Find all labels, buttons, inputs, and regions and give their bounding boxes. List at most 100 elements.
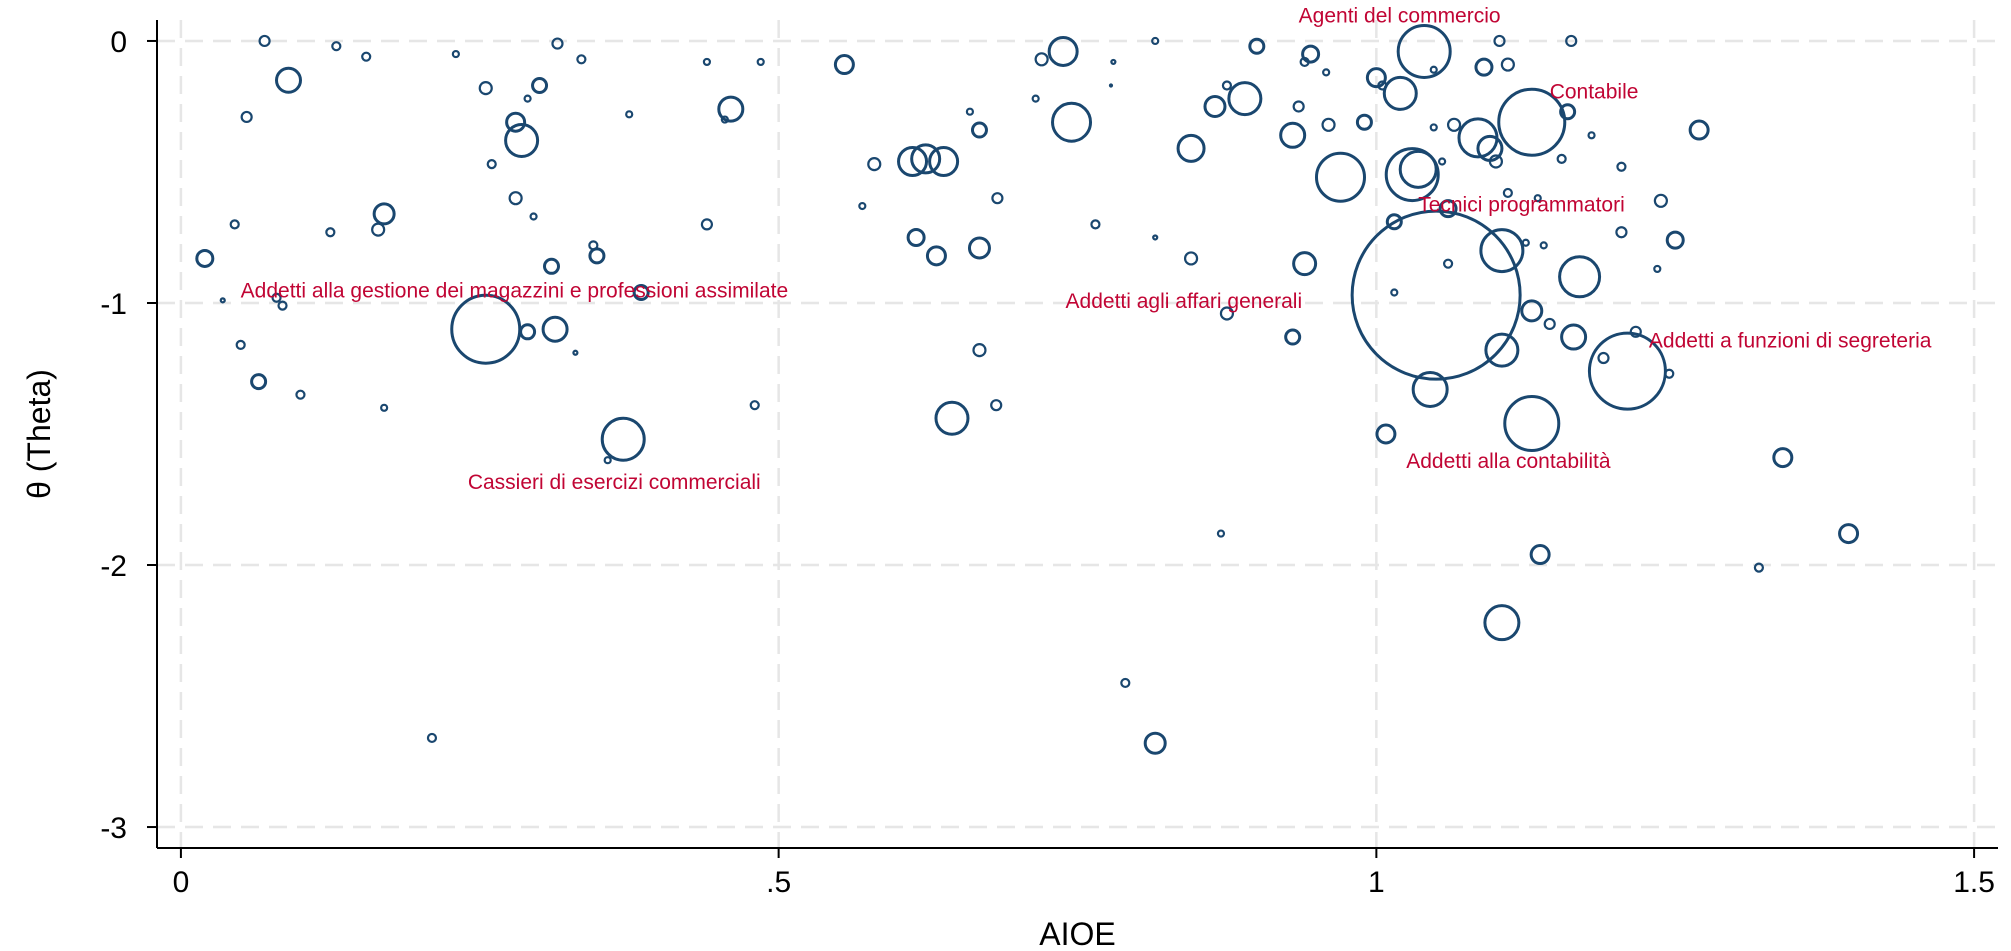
- data-point: [1556, 153, 1567, 164]
- grid-lines: [157, 20, 1998, 848]
- data-point: [1688, 119, 1710, 141]
- data-point: [295, 389, 306, 400]
- data-point: [1031, 94, 1040, 103]
- data-point: [1629, 325, 1642, 338]
- data-point: [1315, 151, 1366, 203]
- data-point: [1500, 57, 1515, 72]
- data-points: [195, 23, 1860, 755]
- x-tick-label: .5: [766, 866, 791, 899]
- data-point: [478, 81, 493, 96]
- axes: 0 .5 1 1.5 0 -1 -2 -3: [100, 20, 1998, 899]
- data-point: [275, 66, 302, 94]
- data-point: [1151, 36, 1160, 46]
- data-point: [1227, 81, 1263, 117]
- data-point: [1120, 677, 1131, 689]
- data-point: [229, 219, 240, 230]
- data-point: [1382, 75, 1418, 111]
- data-point: [910, 143, 942, 175]
- data-point: [1216, 529, 1226, 538]
- data-point: [543, 257, 560, 275]
- data-point: [625, 110, 634, 119]
- data-point: [371, 222, 386, 237]
- data-point: [372, 202, 396, 226]
- data-point: [1533, 194, 1542, 203]
- data-point: [519, 323, 537, 341]
- data-point: [897, 145, 929, 177]
- data-point: [451, 49, 460, 59]
- data-point: [1521, 238, 1530, 247]
- data-point: [250, 373, 268, 391]
- point-annotation: Addetti alla gestione dei magazzini e pr…: [241, 280, 788, 303]
- data-point: [277, 300, 288, 311]
- point-annotation: Contabile: [1550, 81, 1639, 104]
- data-point: [1110, 58, 1117, 66]
- y-axis-title: θ (Theta): [21, 369, 57, 499]
- data-point: [588, 240, 599, 251]
- data-point: [1488, 154, 1504, 169]
- y-tick-label: -3: [100, 812, 127, 845]
- x-tick-label: 1: [1368, 866, 1385, 899]
- data-point: [1597, 351, 1610, 365]
- data-point: [1446, 117, 1462, 132]
- point-annotation: Tecnici programmatori: [1418, 193, 1625, 216]
- data-point: [1665, 230, 1685, 250]
- data-point: [1411, 370, 1449, 408]
- data-point: [970, 121, 988, 139]
- data-point: [749, 400, 760, 411]
- data-point: [1503, 395, 1561, 453]
- data-point: [1355, 113, 1373, 131]
- data-point: [380, 403, 389, 412]
- data-point: [1284, 328, 1302, 346]
- data-point: [1616, 161, 1627, 172]
- data-point: [1322, 68, 1331, 77]
- data-point: [717, 95, 745, 123]
- data-point: [967, 236, 991, 260]
- data-point: [1483, 604, 1521, 642]
- data-point: [1753, 562, 1765, 573]
- data-point: [1558, 255, 1602, 299]
- data-point: [756, 57, 765, 67]
- data-point: [531, 77, 549, 95]
- data-point: [258, 34, 271, 48]
- data-point: [551, 37, 564, 50]
- data-point: [925, 245, 947, 267]
- data-point: [1176, 133, 1206, 163]
- data-point: [1429, 123, 1438, 132]
- annotations: Agenti del commercio Contabile Tecnici pro…: [241, 5, 1932, 494]
- data-point: [450, 293, 522, 365]
- data-point: [235, 339, 246, 351]
- data-point: [240, 110, 253, 124]
- point-annotation: Addetti a funzioni di segreteria: [1649, 330, 1932, 353]
- data-point: [1248, 37, 1266, 55]
- data-point: [1377, 80, 1388, 91]
- data-point: [1279, 121, 1307, 149]
- x-axis-title: AIOE: [1039, 916, 1115, 951]
- data-point: [1502, 187, 1513, 199]
- data-point: [632, 284, 650, 302]
- data-point: [934, 400, 970, 436]
- data-point: [702, 57, 712, 67]
- data-point: [331, 41, 342, 52]
- data-point: [833, 54, 855, 76]
- data-point: [523, 94, 532, 103]
- data-point: [1565, 34, 1578, 48]
- data-point: [486, 159, 497, 170]
- data-point: [361, 51, 372, 62]
- data-point: [1653, 264, 1662, 274]
- data-point: [1398, 149, 1438, 189]
- data-point: [1615, 226, 1628, 239]
- y-tick-label: 0: [110, 26, 127, 59]
- data-point: [325, 227, 336, 238]
- data-point: [1385, 213, 1403, 231]
- data-point: [1539, 241, 1548, 250]
- data-point: [990, 399, 1003, 412]
- x-tick-label: 0: [173, 866, 190, 899]
- data-point: [1384, 147, 1440, 203]
- data-point: [1051, 101, 1093, 143]
- data-point: [1560, 323, 1588, 351]
- data-point: [1497, 87, 1567, 157]
- data-point: [1152, 234, 1159, 241]
- point-annotation: Agenti del commercio: [1299, 5, 1501, 28]
- data-point: [271, 292, 282, 303]
- data-point: [1350, 209, 1522, 381]
